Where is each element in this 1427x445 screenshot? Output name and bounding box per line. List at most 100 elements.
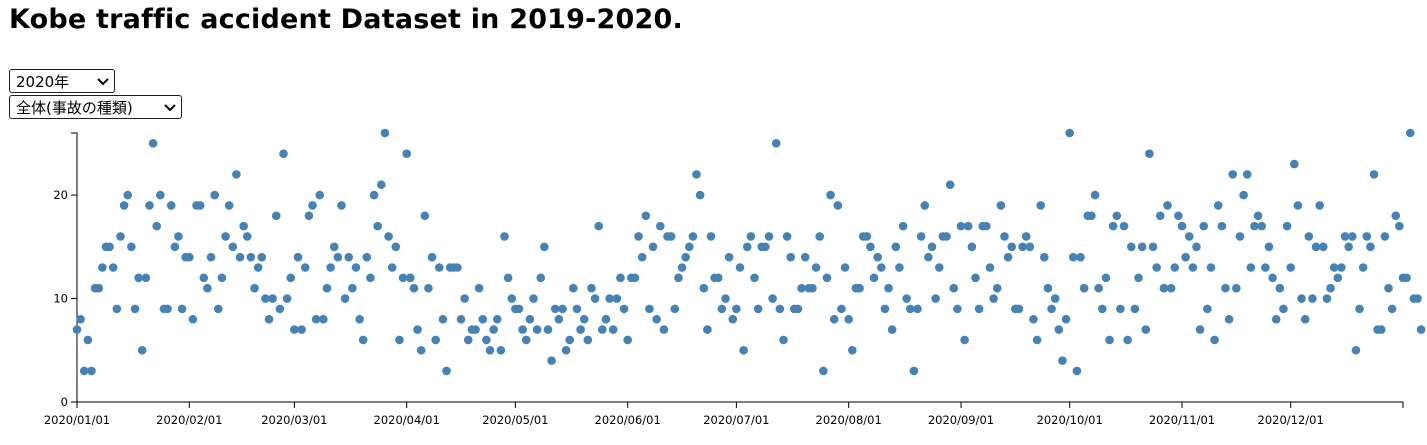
data-point — [728, 314, 738, 324]
year-select[interactable]: 2020年 — [9, 69, 115, 93]
data-point — [1177, 221, 1187, 231]
data-point — [134, 273, 143, 283]
x-tick-label: 2020/03/01 — [261, 413, 327, 427]
data-point — [1405, 128, 1415, 138]
data-point — [518, 325, 527, 334]
data-point — [630, 273, 640, 283]
data-point — [706, 232, 716, 241]
data-point — [540, 242, 549, 252]
data-point — [1123, 335, 1132, 345]
data-point — [1311, 242, 1321, 252]
data-point — [406, 273, 415, 283]
data-point — [1181, 252, 1190, 262]
data-point — [924, 252, 933, 262]
data-point — [1206, 263, 1216, 272]
data-point — [1210, 335, 1219, 345]
x-axis-line — [76, 401, 1404, 408]
data-point — [1242, 170, 1252, 179]
data-point — [116, 232, 125, 241]
data-point — [1318, 242, 1328, 252]
data-point — [1224, 314, 1234, 324]
data-point — [927, 242, 937, 252]
data-point — [366, 273, 375, 283]
data-point — [532, 325, 542, 334]
data-point — [1366, 242, 1375, 252]
data-point — [416, 345, 426, 355]
data-point — [612, 294, 622, 303]
data-point — [971, 273, 980, 283]
data-point — [742, 242, 752, 252]
data-point — [409, 283, 419, 293]
accident-type-select[interactable]: 全体(事故の種類) — [9, 95, 182, 119]
data-point — [333, 252, 343, 262]
data-point — [282, 294, 292, 303]
data-point — [761, 242, 770, 252]
data-point — [536, 273, 546, 283]
data-point — [739, 345, 748, 355]
data-point — [1047, 304, 1056, 314]
data-point — [1003, 252, 1013, 262]
data-point — [1369, 170, 1379, 179]
data-point — [340, 294, 350, 303]
data-point — [1268, 273, 1277, 283]
data-point — [1021, 232, 1031, 241]
y-axis-line — [71, 132, 78, 403]
data-point — [569, 283, 578, 293]
data-point — [322, 283, 332, 293]
data-point — [934, 263, 944, 272]
data-point — [648, 242, 658, 252]
data-point — [1246, 263, 1256, 272]
data-point — [1108, 221, 1118, 231]
data-point — [304, 211, 314, 221]
data-point — [1166, 283, 1176, 293]
data-point — [300, 263, 310, 272]
data-point — [250, 283, 259, 293]
data-point — [420, 211, 430, 221]
data-point — [855, 283, 864, 293]
data-point — [1054, 325, 1064, 334]
data-point — [605, 294, 614, 303]
data-point — [587, 283, 596, 293]
data-point — [1217, 221, 1227, 231]
data-point — [279, 149, 288, 158]
data-point — [384, 232, 393, 241]
data-point — [1282, 221, 1292, 231]
data-point — [963, 221, 973, 231]
data-point — [771, 139, 781, 148]
data-point — [112, 304, 122, 314]
data-point — [170, 242, 180, 252]
data-point — [453, 263, 462, 272]
data-point — [1213, 201, 1223, 210]
data-point — [1032, 335, 1042, 345]
data-point — [1275, 283, 1285, 293]
data-point — [779, 335, 788, 345]
data-point — [1322, 294, 1332, 303]
data-point — [358, 335, 368, 345]
plot-area: 0 10 20 2020/01/01 2020/02/01 2020/03/01 2020/… — [44, 128, 1426, 427]
data-point — [732, 304, 741, 314]
data-point — [713, 273, 723, 283]
data-point — [174, 232, 183, 241]
data-point — [601, 314, 611, 324]
data-point — [1050, 294, 1060, 303]
data-point — [232, 170, 241, 179]
data-point — [355, 314, 364, 324]
data-point — [608, 325, 618, 334]
x-tick-label: 2020/07/01 — [703, 413, 769, 427]
data-point — [1362, 232, 1372, 241]
data-point — [1286, 263, 1295, 272]
data-point — [623, 335, 632, 345]
data-point — [1308, 294, 1317, 303]
data-point — [257, 252, 267, 262]
data-point — [1228, 170, 1238, 179]
data-point — [286, 273, 296, 283]
data-point — [1094, 283, 1103, 293]
data-point — [902, 294, 911, 303]
data-point — [434, 263, 444, 272]
data-point — [1145, 149, 1154, 158]
data-point — [1395, 221, 1404, 231]
data-point — [996, 201, 1006, 210]
data-point — [873, 252, 882, 262]
data-point — [1152, 263, 1161, 272]
data-point — [703, 325, 712, 334]
